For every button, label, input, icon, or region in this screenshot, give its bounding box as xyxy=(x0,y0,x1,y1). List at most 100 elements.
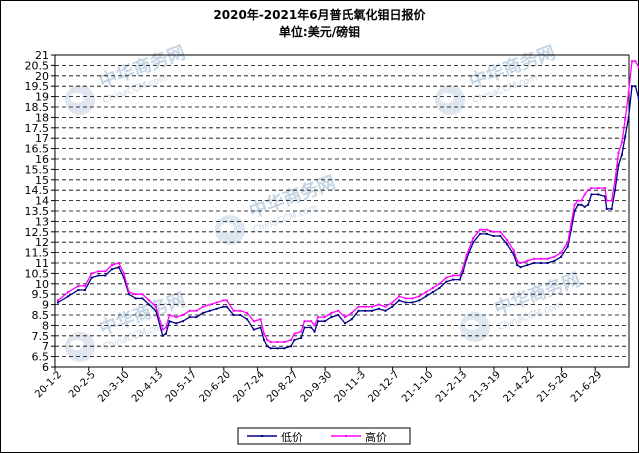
data-point xyxy=(97,274,100,277)
data-point xyxy=(232,309,235,312)
data-point xyxy=(597,193,600,196)
data-point xyxy=(580,203,583,206)
data-point xyxy=(195,316,198,319)
data-point xyxy=(620,153,623,156)
data-point xyxy=(104,270,107,273)
data-point xyxy=(246,311,249,314)
data-point xyxy=(154,305,157,308)
data-point xyxy=(492,235,495,237)
data-point xyxy=(303,326,306,329)
data-point xyxy=(127,291,130,294)
data-point xyxy=(215,301,218,304)
data-point xyxy=(583,193,586,196)
data-point xyxy=(499,235,502,237)
data-point xyxy=(111,268,113,271)
y-tick-label: 18.5 xyxy=(25,101,50,114)
data-point xyxy=(570,222,573,225)
data-point xyxy=(148,299,151,302)
data-point xyxy=(175,316,178,319)
x-tick-label: 20-5-17 xyxy=(164,369,199,404)
data-point xyxy=(573,203,576,206)
data-point xyxy=(181,320,184,323)
data-point xyxy=(577,199,579,202)
data-point xyxy=(165,332,167,335)
data-point xyxy=(384,309,387,312)
data-point xyxy=(445,280,448,283)
data-point xyxy=(154,309,157,312)
data-point xyxy=(161,328,164,331)
data-point xyxy=(605,207,608,210)
data-point xyxy=(225,299,228,302)
data-point xyxy=(161,334,164,337)
y-tick-label: 7 xyxy=(42,340,49,353)
data-point xyxy=(465,257,468,260)
data-point xyxy=(627,116,630,119)
legend-marker xyxy=(261,435,263,437)
data-point xyxy=(472,237,475,239)
data-point xyxy=(225,305,228,308)
y-tick-label: 11.5 xyxy=(25,247,50,260)
data-point xyxy=(188,316,191,319)
y-tick-label: 19 xyxy=(35,91,49,104)
data-point xyxy=(252,320,255,323)
x-tick-label: 21-5-26 xyxy=(535,369,570,404)
data-point xyxy=(553,259,556,262)
watermark-globe-icon xyxy=(65,85,95,115)
data-point xyxy=(377,303,380,306)
data-point xyxy=(485,228,488,231)
data-point xyxy=(398,299,400,302)
data-point xyxy=(590,193,593,196)
data-point xyxy=(519,266,522,269)
legend-marker xyxy=(345,435,347,437)
data-point xyxy=(90,276,93,279)
y-tick-label: 7.5 xyxy=(32,330,50,343)
watermark-globe-icon xyxy=(65,332,95,362)
y-tick-label: 15 xyxy=(35,174,49,187)
data-point xyxy=(499,230,502,233)
data-point xyxy=(431,287,434,289)
data-point xyxy=(259,326,262,329)
data-point xyxy=(122,276,125,279)
legend: 低价 高价 xyxy=(237,427,411,445)
data-point xyxy=(391,301,394,304)
data-point xyxy=(310,326,313,329)
data-point xyxy=(580,199,583,202)
chart-title: 2020年-2021年6月普氏氧化钼日报价 xyxy=(213,8,426,22)
data-point xyxy=(84,289,86,291)
data-point xyxy=(300,336,303,339)
data-point xyxy=(462,266,465,269)
data-point xyxy=(293,339,296,341)
x-tick-label: 21-2-13 xyxy=(434,369,469,404)
data-point xyxy=(418,295,421,298)
data-point xyxy=(624,135,627,138)
data-point xyxy=(371,309,373,312)
data-point xyxy=(553,255,556,258)
y-tick-label: 20 xyxy=(35,70,49,83)
x-tick-label: 20-11-3 xyxy=(333,369,368,404)
y-tick-label: 14.5 xyxy=(25,184,50,197)
data-point xyxy=(425,291,427,294)
x-tick-label: 20-12-7 xyxy=(366,369,401,404)
data-point xyxy=(344,316,346,319)
data-point xyxy=(411,301,414,304)
data-point xyxy=(627,91,630,94)
data-point xyxy=(337,309,340,312)
data-point xyxy=(445,276,448,279)
data-point xyxy=(67,295,70,298)
data-point xyxy=(479,228,482,231)
x-tick-label: 20-2-5 xyxy=(67,369,98,400)
y-tick-label: 21 xyxy=(35,49,49,62)
data-point xyxy=(330,316,333,319)
x-axis: 20-1-2 20-2-520-3-1020-4-1320-5-1720-6-20… xyxy=(33,367,604,405)
data-point xyxy=(546,257,549,260)
data-point xyxy=(263,332,265,335)
y-tick-label: 15.5 xyxy=(25,163,50,176)
data-point xyxy=(485,232,488,235)
data-point xyxy=(310,320,313,323)
data-point xyxy=(127,293,130,296)
y-axis: 66.577.588.599.51010.51111.51212.51313.5… xyxy=(25,49,55,374)
x-tick-label: 20-8-27 xyxy=(265,369,300,404)
data-point xyxy=(181,314,184,316)
data-point xyxy=(573,210,576,212)
